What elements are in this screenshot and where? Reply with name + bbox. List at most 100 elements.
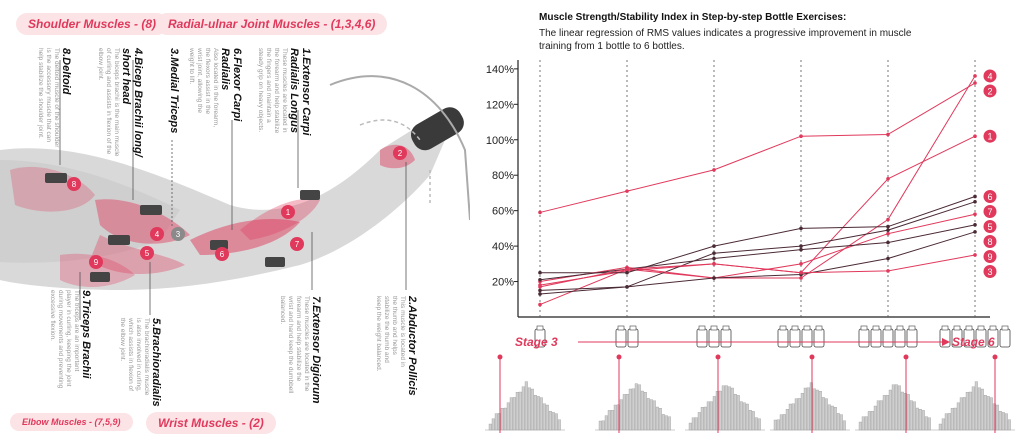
bottle-icon	[894, 328, 906, 348]
histograms	[485, 354, 1015, 433]
data-point	[886, 228, 890, 232]
series-line-6	[540, 196, 976, 274]
svg-text:6: 6	[220, 250, 225, 259]
muscle-diagram: 8 4 3 5 6 1 7 9 2 Shoulder Muscles - (8)…	[0, 0, 470, 439]
histogram-bar	[554, 413, 558, 431]
y-tick-label: 20%	[492, 277, 514, 289]
arm-illustration: 8 4 3 5 6 1 7 9 2	[0, 60, 470, 320]
histogram-bar	[736, 395, 740, 431]
histogram-bar	[622, 394, 626, 431]
histogram-marker-dot	[903, 354, 909, 360]
series-marker-8	[983, 234, 997, 248]
histogram-bar	[613, 404, 617, 431]
muscle-name: 8.Deltoid	[60, 48, 72, 95]
histogram-bar	[827, 404, 831, 431]
data-point	[625, 267, 629, 271]
data-point	[712, 168, 716, 172]
histogram-bar	[548, 411, 552, 431]
data-point	[712, 262, 716, 266]
bottle-icon	[696, 328, 708, 348]
histogram-bar	[980, 388, 984, 431]
histogram-bar	[779, 414, 783, 431]
histogram-bar	[839, 414, 843, 431]
histogram-bar	[815, 389, 819, 431]
muscle-description: These muscles are located in the forearm…	[279, 296, 310, 394]
data-point	[625, 189, 629, 193]
histogram-bar	[1007, 419, 1011, 431]
data-point	[712, 251, 716, 255]
data-point	[973, 81, 977, 85]
data-point	[799, 262, 803, 266]
muscle-description: Also located in the forearm, the flexors…	[188, 48, 219, 128]
histogram-bar	[965, 392, 969, 431]
histogram-bar	[989, 397, 993, 431]
histogram-bar	[941, 418, 945, 431]
histogram-bar	[938, 423, 942, 431]
series-label: 2	[987, 86, 992, 96]
histogram-bar	[628, 388, 632, 431]
y-tick-label: 120%	[486, 99, 514, 111]
histogram-bar	[634, 383, 638, 431]
histogram-bar	[709, 401, 713, 431]
histogram-bar	[974, 381, 978, 431]
muscle-name: 7.Extensor Digiorum	[310, 296, 322, 404]
histogram-bar	[655, 406, 659, 431]
y-tick-label: 80%	[492, 170, 514, 182]
histogram-bar	[971, 386, 975, 431]
histogram-bar	[782, 414, 786, 431]
histogram-bar	[894, 384, 898, 431]
series-label: 5	[987, 222, 992, 232]
histogram-bar	[509, 397, 513, 431]
bottle-cap	[803, 325, 811, 331]
chart-title: Muscle Strength/Stability Index in Step-…	[539, 12, 847, 23]
series-line-9	[539, 231, 976, 295]
histogram-bar	[661, 414, 665, 431]
svg-text:2: 2	[398, 149, 403, 158]
histogram-bar	[500, 408, 504, 431]
bottle-icon	[789, 328, 801, 348]
data-point	[886, 132, 890, 137]
histogram-bar	[601, 420, 605, 431]
series-line-7	[539, 201, 976, 291]
muscle-name: 3.Medial Triceps	[168, 48, 180, 134]
muscle-description: The deltoid muscle of the shoulder is th…	[37, 48, 60, 148]
muscle-name: 2.Abductor Pollicis	[406, 296, 418, 396]
histogram-bar	[512, 397, 516, 431]
histogram-bar	[506, 402, 510, 431]
histogram-bar	[643, 392, 647, 431]
bottle-cap	[872, 325, 880, 331]
histogram-bar	[915, 407, 919, 431]
stage-arrowhead	[942, 338, 950, 346]
histogram-bar	[649, 399, 653, 431]
pill-shoulder-muscles: Shoulder Muscles - (8)	[16, 13, 169, 35]
bottle-cap	[1001, 325, 1009, 331]
svg-text:8: 8	[72, 180, 77, 189]
svg-text:1: 1	[286, 208, 291, 217]
data-point	[799, 247, 803, 252]
data-point	[712, 276, 716, 280]
muscle-label-extensor-carpi: 1.Extensor Carpi Radialis Longus These m…	[256, 48, 312, 158]
histogram-bar	[521, 386, 525, 431]
muscle-name: 6.Flexor Carpi Radialis	[219, 48, 243, 122]
muscle-label-bicep: 4.Bicep Brachii long/ short head The bic…	[96, 48, 144, 168]
muscle-name: 5.Brachioradialis	[150, 318, 162, 407]
histogram-bar	[891, 384, 895, 431]
bottle-cap	[698, 325, 706, 331]
muscle-label-flexor-carpi: 6.Flexor Carpi Radialis Also located in …	[187, 48, 243, 138]
bottle-cap	[860, 325, 868, 331]
data-point	[538, 302, 542, 307]
histogram-bar	[494, 413, 498, 431]
series-marker-6	[983, 189, 997, 203]
bottle-cap	[536, 325, 544, 331]
histogram-bar	[533, 395, 537, 431]
series-line-1	[539, 135, 976, 286]
data-point	[886, 217, 890, 222]
muscle-name: 9.Triceps Brachii	[80, 290, 92, 379]
bottle-cap	[710, 325, 718, 331]
histogram-bar	[712, 396, 716, 431]
data-point	[538, 210, 542, 215]
histogram-marker-dot	[497, 354, 503, 360]
svg-text:4: 4	[155, 230, 160, 239]
histogram-bar	[518, 391, 522, 431]
data-point	[538, 277, 542, 282]
